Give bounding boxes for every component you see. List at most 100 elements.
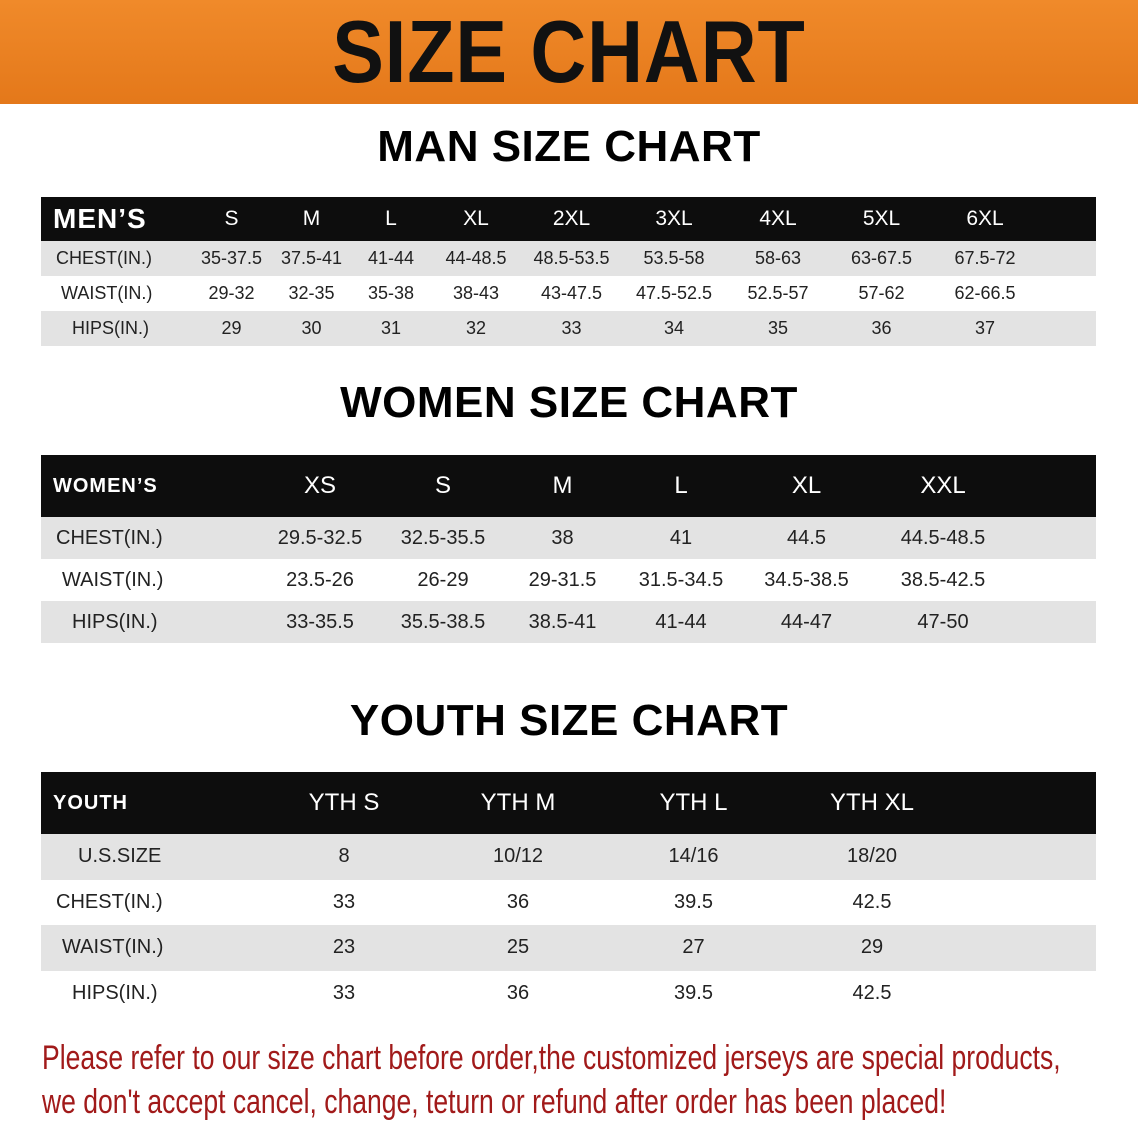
table-cell: 47.5-52.5 bbox=[635, 283, 713, 303]
youth-section-title: YOUTH SIZE CHART bbox=[349, 696, 789, 745]
size-column-header: L bbox=[674, 472, 688, 499]
table-cell: 42.5 bbox=[852, 890, 892, 913]
table-row: WAIST(IN.) 23 25 27 29 bbox=[41, 925, 1096, 971]
table-cell: 36 bbox=[506, 890, 530, 913]
table-cell: 44-48.5 bbox=[445, 248, 507, 268]
table-cell: 44.5-48.5 bbox=[900, 526, 986, 549]
table-cell: 52.5-57 bbox=[747, 283, 809, 303]
table-cell: 33-35.5 bbox=[286, 610, 354, 633]
table-cell: 26-29 bbox=[417, 568, 469, 591]
size-column-header: XL bbox=[791, 472, 822, 499]
table-cell: 39.5 bbox=[674, 890, 713, 913]
size-column-header: 2XL bbox=[552, 207, 591, 230]
table-cell: 33 bbox=[561, 318, 582, 338]
row-label: CHEST(IN.) bbox=[56, 526, 163, 549]
row-label: WAIST(IN.) bbox=[61, 283, 153, 303]
row-label: CHEST(IN.) bbox=[56, 890, 163, 913]
table-row: HIPS(IN.) 33 36 39.5 42.5 bbox=[41, 970, 1096, 1016]
table-row: U.S.SIZE 8 10/12 14/16 18/20 bbox=[41, 834, 1096, 880]
order-notice: Please refer to our size chart before or… bbox=[42, 1036, 1061, 1124]
table-header-row: YOUTH YTH S YTH M YTH L YTH XL bbox=[41, 772, 1096, 834]
table-cell: 32 bbox=[465, 318, 487, 338]
table-cell: 33 bbox=[332, 890, 356, 913]
table-cell: 63-67.5 bbox=[850, 248, 913, 268]
table-cell: 35-38 bbox=[367, 283, 415, 303]
table-cell: 41 bbox=[669, 526, 693, 549]
table-cell: 47-50 bbox=[917, 610, 969, 633]
size-column-header: YTH M bbox=[480, 789, 556, 816]
notice-line-1: Please refer to our size chart before or… bbox=[42, 1039, 1061, 1077]
youth-size-table: YOUTH YTH S YTH M YTH L YTH XL U.S.SIZE 8 10/12… bbox=[41, 772, 1096, 1016]
table-cell: 29-31.5 bbox=[528, 568, 597, 591]
table-cell: 30 bbox=[301, 318, 322, 338]
table-cell: 43-47.5 bbox=[540, 283, 603, 303]
table-row: WAIST(IN.) 23.5-26 26-29 29-31.5 31.5-34.5 34… bbox=[41, 559, 1096, 601]
table-cell: 10/12 bbox=[492, 845, 544, 868]
table-cell: 37.5-41 bbox=[280, 248, 343, 268]
size-column-header: YTH S bbox=[308, 789, 380, 816]
table-cell: 32.5-35.5 bbox=[400, 526, 486, 549]
table-cell: 37 bbox=[974, 318, 996, 338]
table-cell: 35 bbox=[767, 318, 789, 338]
notice-line-2: we don't accept cancel, change, teturn o… bbox=[42, 1083, 947, 1121]
size-column-header: XS bbox=[303, 472, 336, 499]
table-cell: 32-35 bbox=[288, 283, 335, 303]
table-cell: 48.5-53.5 bbox=[533, 248, 610, 268]
table-cell: 25 bbox=[506, 936, 530, 959]
table-row: CHEST(IN.) 33 36 39.5 42.5 bbox=[41, 879, 1096, 925]
row-label: HIPS(IN.) bbox=[72, 318, 150, 338]
size-column-header: M bbox=[302, 207, 321, 230]
row-label: WAIST(IN.) bbox=[62, 936, 164, 959]
table-header-row: MEN’S S M L XL 2XL 3XL 4XL 5XL 6XL bbox=[41, 197, 1096, 241]
table-cell: 44.5 bbox=[787, 526, 826, 549]
title-banner: SIZE CHART bbox=[0, 0, 1138, 104]
table-cell: 31 bbox=[380, 318, 402, 338]
table-cell: 57-62 bbox=[858, 283, 905, 303]
table-cell: 44-47 bbox=[780, 610, 833, 633]
table-cell: 31.5-34.5 bbox=[638, 568, 724, 591]
row-label: CHEST(IN.) bbox=[56, 248, 152, 268]
row-label: U.S.SIZE bbox=[78, 845, 162, 868]
women-section-title: WOMEN SIZE CHART bbox=[340, 378, 798, 427]
table-cell: 18/20 bbox=[846, 845, 898, 868]
table-header-row: WOMEN’S XS S M L XL XXL bbox=[41, 455, 1096, 517]
size-column-header: S bbox=[434, 472, 451, 499]
table-cell: 35-37.5 bbox=[200, 248, 263, 268]
table-row: CHEST(IN.) 29.5-32.5 32.5-35.5 38 41 44.5 44.5… bbox=[41, 517, 1096, 559]
table-cell: 34.5-38.5 bbox=[764, 568, 849, 591]
table-cell: 34 bbox=[663, 318, 685, 338]
size-column-header: YTH L bbox=[659, 789, 728, 816]
size-column-header: 6XL bbox=[966, 207, 1004, 230]
table-cell: 35.5-38.5 bbox=[400, 610, 486, 633]
row-label: WAIST(IN.) bbox=[62, 568, 164, 591]
size-column-header: S bbox=[224, 207, 239, 230]
table-cell: 29 bbox=[221, 318, 242, 338]
table-cell: 58-63 bbox=[754, 248, 802, 268]
table-cell: 36 bbox=[871, 318, 892, 338]
table-cell: 36 bbox=[506, 981, 530, 1004]
men-size-table: MEN’S S M L XL 2XL 3XL 4XL 5XL 6XL CHEST(IN.) 35-37… bbox=[41, 197, 1096, 346]
size-column-header: XL bbox=[463, 207, 489, 230]
table-cell: 62-66.5 bbox=[954, 283, 1016, 303]
table-cell: 41-44 bbox=[367, 248, 415, 268]
table-header-label: MEN’S bbox=[53, 203, 147, 234]
size-column-header: XXL bbox=[920, 472, 966, 499]
table-row: WAIST(IN.) 29-32 32-35 35-38 38-43 43-47.5 47.… bbox=[41, 276, 1096, 311]
table-cell: 53.5-58 bbox=[643, 248, 705, 268]
table-cell: 23 bbox=[332, 936, 356, 959]
table-row: HIPS(IN.) 29 30 31 32 33 34 35 36 37 bbox=[41, 311, 1096, 346]
table-header-label: YOUTH bbox=[53, 791, 128, 814]
table-cell: 42.5 bbox=[852, 981, 892, 1004]
table-row: HIPS(IN.) 33-35.5 35.5-38.5 38.5-41 41-44 44-… bbox=[41, 601, 1096, 643]
table-cell: 29-32 bbox=[208, 283, 255, 303]
table-cell: 27 bbox=[682, 936, 705, 959]
table-cell: 41-44 bbox=[655, 610, 707, 633]
table-cell: 38.5-42.5 bbox=[900, 568, 986, 591]
table-cell: 29 bbox=[860, 936, 884, 959]
table-cell: 33 bbox=[332, 981, 356, 1004]
size-column-header: YTH XL bbox=[829, 789, 915, 816]
table-cell: 38-43 bbox=[452, 283, 500, 303]
size-column-header: L bbox=[385, 207, 397, 230]
women-size-table: WOMEN’S XS S M L XL XXL CHEST(IN.) 29.5-32.5 32.5… bbox=[41, 455, 1096, 643]
